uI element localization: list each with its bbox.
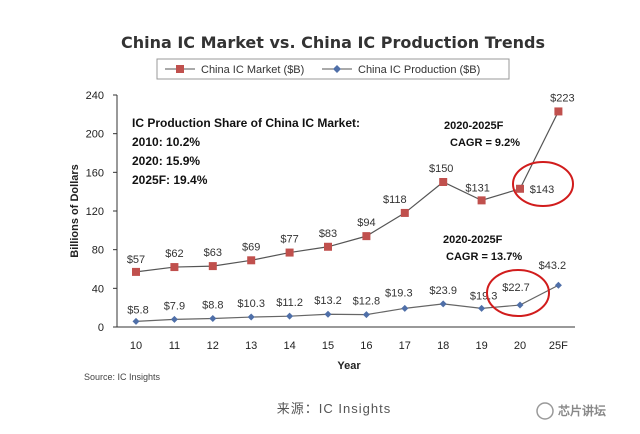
data-point xyxy=(362,232,371,241)
x-tick-label: 19 xyxy=(475,340,487,352)
share-line-2010: 2010: 10.2% xyxy=(132,135,200,149)
x-tick-label: 11 xyxy=(169,340,180,352)
x-tick-label: 17 xyxy=(399,340,411,352)
x-ticks: 10 11 12 13 14 15 16 17 18 19 20 25F xyxy=(130,340,568,352)
data-point xyxy=(516,301,524,309)
data-label: $223 xyxy=(550,92,574,104)
data-label: $5.8 xyxy=(127,304,148,316)
x-tick-label: 13 xyxy=(245,340,257,352)
chart-title: China IC Market vs. China IC Production … xyxy=(121,33,545,52)
data-point xyxy=(247,256,256,265)
data-label: $94 xyxy=(357,217,375,229)
source-note: Source: IC Insights xyxy=(84,372,161,382)
data-label: $19.3 xyxy=(470,290,498,302)
watermark-icon xyxy=(536,402,554,420)
data-label: $77 xyxy=(280,234,298,246)
data-point xyxy=(132,317,140,325)
data-label: $150 xyxy=(429,163,453,175)
data-label: $131 xyxy=(465,182,489,194)
share-line-2020: 2020: 15.9% xyxy=(132,154,200,168)
share-annotation: IC Production Share of China IC Market: … xyxy=(132,116,360,187)
y-tick-label: 0 xyxy=(98,322,104,334)
x-tick-label: 12 xyxy=(207,340,219,352)
legend-market-label: China IC Market ($B) xyxy=(201,64,304,76)
data-label: $118 xyxy=(383,194,407,206)
data-point xyxy=(554,107,563,116)
legend-market-marker xyxy=(176,65,184,73)
data-label: $8.8 xyxy=(202,299,223,311)
data-label: $23.9 xyxy=(429,285,457,297)
data-point xyxy=(477,196,486,205)
footer-source: 来源：IC Insights xyxy=(277,401,391,416)
data-point xyxy=(324,242,332,251)
data-point xyxy=(401,304,409,312)
data-label: $43.2 xyxy=(539,260,567,272)
data-point xyxy=(247,313,255,321)
x-tick-label: 18 xyxy=(437,340,449,352)
series-production: $5.8 $7.9 $8.8 $10.3 $11.2 $13.2 $12.8 $19.3 $23… xyxy=(127,260,566,325)
x-axis-title: Year xyxy=(337,360,361,372)
y-ticks: 0 40 80 120 160 200 240 xyxy=(86,90,117,334)
x-tick-label: 25F xyxy=(549,340,568,352)
data-point xyxy=(554,281,562,289)
x-tick-label: 14 xyxy=(283,340,295,352)
data-label: $83 xyxy=(319,228,337,240)
legend-production-label: China IC Production ($B) xyxy=(358,64,480,76)
y-tick-label: 200 xyxy=(86,129,104,141)
watermark: 芯片讲坛 xyxy=(536,402,606,420)
data-point xyxy=(208,262,217,271)
legend: China IC Market ($B) China IC Production… xyxy=(156,58,510,80)
data-point xyxy=(439,178,448,186)
data-label: $63 xyxy=(204,247,222,259)
data-point xyxy=(362,311,370,319)
x-tick-label: 15 xyxy=(322,340,334,352)
y-tick-label: 40 xyxy=(92,283,104,295)
data-point xyxy=(478,304,486,312)
highlight-circle-market xyxy=(512,161,574,207)
data-point xyxy=(400,208,409,217)
data-point xyxy=(516,184,524,193)
data-label: $57 xyxy=(127,254,145,266)
data-point xyxy=(324,310,332,318)
production-cagr-value: CAGR = 13.7% xyxy=(446,251,522,263)
data-label: $12.8 xyxy=(353,296,381,308)
market-cagr-period: 2020-2025F xyxy=(444,120,504,132)
y-tick-label: 240 xyxy=(86,90,104,102)
data-point xyxy=(170,315,178,323)
y-tick-label: 80 xyxy=(92,245,104,257)
y-axis-title: Billions of Dollars xyxy=(69,164,81,258)
data-point xyxy=(439,300,447,308)
data-label: $19.3 xyxy=(385,287,413,299)
data-label: $13.2 xyxy=(314,295,342,307)
series-production-line xyxy=(135,284,559,322)
data-point xyxy=(286,312,294,320)
production-cagr-period: 2020-2025F xyxy=(443,234,503,246)
data-label: $10.3 xyxy=(237,298,265,310)
data-point xyxy=(170,263,179,272)
x-tick-label: 10 xyxy=(130,340,142,352)
data-label: $69 xyxy=(242,241,260,253)
share-title: IC Production Share of China IC Market: xyxy=(132,116,360,130)
data-point xyxy=(132,267,140,276)
data-label: $22.7 xyxy=(502,282,530,294)
watermark-text: 芯片讲坛 xyxy=(558,403,606,418)
legend-production-marker xyxy=(333,65,341,73)
x-tick-label: 16 xyxy=(360,340,372,352)
y-tick-label: 120 xyxy=(86,206,104,218)
share-line-2025f: 2025F: 19.4% xyxy=(132,173,208,187)
y-tick-label: 160 xyxy=(86,167,104,179)
series-market: $57 $62 $63 $69 $77 $83 $94 $118 $150 $131 $143 $22… xyxy=(127,92,575,276)
highlight-circle-production xyxy=(486,269,550,317)
data-point xyxy=(285,248,294,257)
market-cagr-value: CAGR = 9.2% xyxy=(450,137,520,149)
x-tick-label: 20 xyxy=(514,340,526,352)
data-label: $11.2 xyxy=(276,297,303,309)
series-market-line xyxy=(135,111,559,273)
data-label: $7.9 xyxy=(164,300,185,312)
data-point xyxy=(209,314,217,322)
data-label: $143 xyxy=(530,184,554,196)
data-label: $62 xyxy=(165,248,183,260)
